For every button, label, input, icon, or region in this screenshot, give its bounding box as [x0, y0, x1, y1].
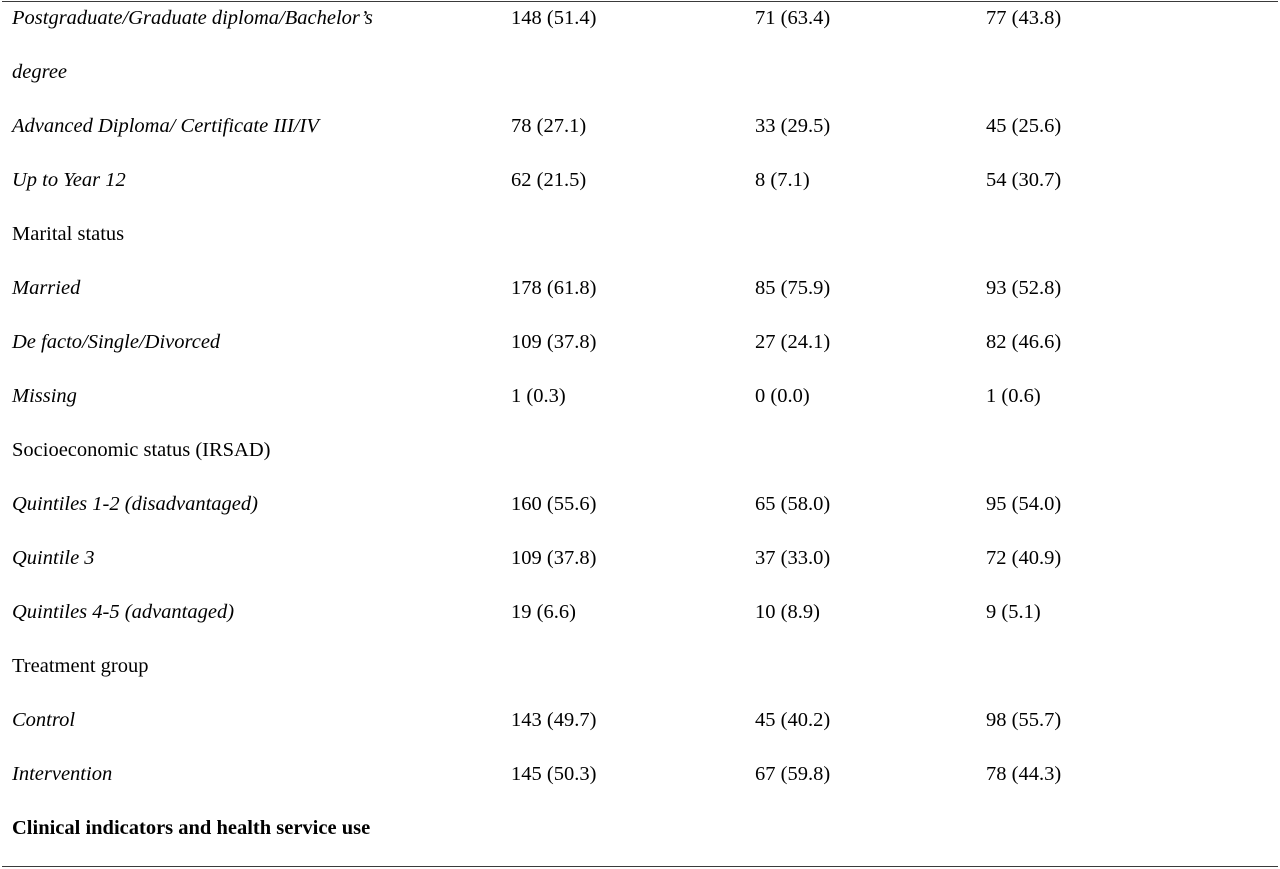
group-b-value: 1 (0.6) [986, 385, 1041, 407]
group-a-value: 65 (58.0) [755, 493, 831, 515]
total-value: 19 (6.6) [511, 601, 576, 623]
total-value: 178 (61.8) [511, 277, 597, 299]
table-row: Married 178 (61.8) 85 (75.9) 93 (52.8) [0, 273, 1280, 303]
table-row: Postgraduate/Graduate diploma/Bachelor’s… [0, 3, 1280, 33]
group-b-value: 45 (25.6) [986, 115, 1062, 137]
total-value: 145 (50.3) [511, 763, 597, 785]
group-b-value: 77 (43.8) [986, 7, 1062, 29]
category-label: Marital status [12, 223, 125, 245]
group-b-value: 98 (55.7) [986, 709, 1062, 731]
group-b-value: 9 (5.1) [986, 601, 1041, 623]
table-row: Missing 1 (0.3) 0 (0.0) 1 (0.6) [0, 381, 1280, 411]
category-label: Treatment group [12, 655, 149, 677]
group-b-value: 93 (52.8) [986, 277, 1062, 299]
row-label: degree [12, 61, 68, 83]
category-row: Treatment group [0, 651, 1280, 681]
table-row: Control 143 (49.7) 45 (40.2) 98 (55.7) [0, 705, 1280, 735]
row-label: Advanced Diploma/ Certificate III/IV [12, 115, 319, 137]
table-row: Quintiles 4-5 (advantaged) 19 (6.6) 10 (… [0, 597, 1280, 627]
table-row: Intervention 145 (50.3) 67 (59.8) 78 (44… [0, 759, 1280, 789]
category-label: Socioeconomic status (IRSAD) [12, 439, 271, 461]
total-value: 62 (21.5) [511, 169, 587, 191]
total-value: 1 (0.3) [511, 385, 566, 407]
row-label: Control [12, 709, 76, 731]
category-row: Socioeconomic status (IRSAD) [0, 435, 1280, 465]
group-b-value: 82 (46.6) [986, 331, 1062, 353]
group-a-value: 27 (24.1) [755, 331, 831, 353]
table-row: Advanced Diploma/ Certificate III/IV 78 … [0, 111, 1280, 141]
total-value: 143 (49.7) [511, 709, 597, 731]
total-value: 160 (55.6) [511, 493, 597, 515]
group-b-value: 54 (30.7) [986, 169, 1062, 191]
table-row: Quintiles 1-2 (disadvantaged) 160 (55.6)… [0, 489, 1280, 519]
row-label: Postgraduate/Graduate diploma/Bachelor’s [12, 7, 373, 29]
table-bottom-rule [2, 866, 1278, 867]
category-row: Marital status [0, 219, 1280, 249]
group-a-value: 45 (40.2) [755, 709, 831, 731]
group-a-value: 85 (75.9) [755, 277, 831, 299]
table-row: degree [0, 57, 1280, 87]
group-a-value: 67 (59.8) [755, 763, 831, 785]
table-row: De facto/Single/Divorced 109 (37.8) 27 (… [0, 327, 1280, 357]
row-label: Quintile 3 [12, 547, 95, 569]
group-b-value: 72 (40.9) [986, 547, 1062, 569]
row-label: Intervention [12, 763, 113, 785]
table-row: Up to Year 12 62 (21.5) 8 (7.1) 54 (30.7… [0, 165, 1280, 195]
group-a-value: 71 (63.4) [755, 7, 831, 29]
table-top-rule [2, 1, 1278, 2]
group-a-value: 37 (33.0) [755, 547, 831, 569]
row-label: De facto/Single/Divorced [12, 331, 221, 353]
total-value: 109 (37.8) [511, 331, 597, 353]
group-a-value: 8 (7.1) [755, 169, 810, 191]
group-b-value: 78 (44.3) [986, 763, 1062, 785]
total-value: 78 (27.1) [511, 115, 587, 137]
section-heading: Clinical indicators and health service u… [12, 817, 371, 839]
table-row: Quintile 3 109 (37.8) 37 (33.0) 72 (40.9… [0, 543, 1280, 573]
total-value: 109 (37.8) [511, 547, 597, 569]
row-label: Quintiles 4-5 (advantaged) [12, 601, 235, 623]
group-a-value: 0 (0.0) [755, 385, 810, 407]
total-value: 148 (51.4) [511, 7, 597, 29]
section-heading-row: Clinical indicators and health service u… [0, 813, 1280, 843]
row-label: Missing [12, 385, 77, 407]
group-a-value: 33 (29.5) [755, 115, 831, 137]
row-label: Up to Year 12 [12, 169, 126, 191]
group-a-value: 10 (8.9) [755, 601, 820, 623]
row-label: Quintiles 1-2 (disadvantaged) [12, 493, 258, 515]
group-b-value: 95 (54.0) [986, 493, 1062, 515]
row-label: Married [12, 277, 81, 299]
